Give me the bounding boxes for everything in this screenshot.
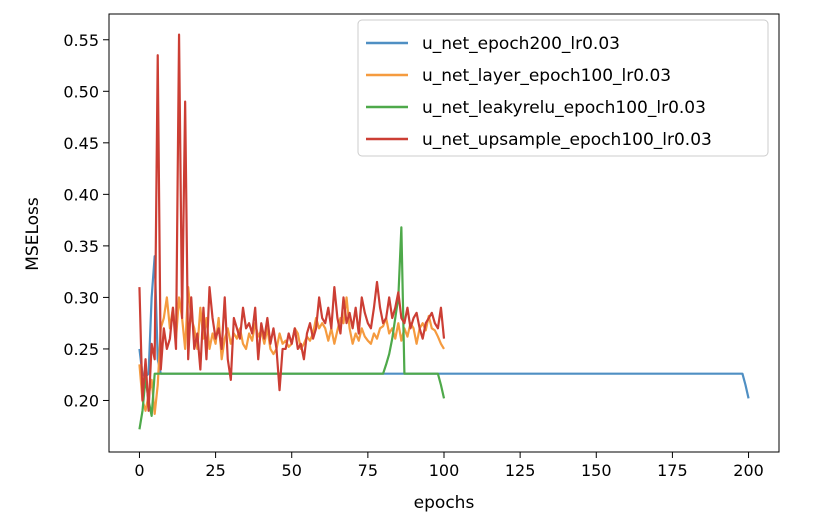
x-axis-ticks: 0 25 50 75 100 125 150 175 200 bbox=[134, 452, 764, 480]
legend-box bbox=[357, 19, 769, 157]
y-axis-ticks: 0.20 0.25 0.30 0.35 0.40 0.45 0.50 0.55 bbox=[63, 31, 109, 410]
plot-lines bbox=[138, 33, 750, 430]
legend-label-2: u_net_leakyrelu_epoch100_lr0.03 bbox=[422, 98, 706, 118]
x-tick-label: 100 bbox=[429, 461, 460, 480]
x-tick-label: 75 bbox=[358, 461, 378, 480]
legend-label-1: u_net_layer_epoch100_lr0.03 bbox=[422, 66, 671, 86]
y-tick-label: 0.55 bbox=[63, 31, 99, 50]
y-tick-label: 0.40 bbox=[63, 185, 99, 204]
x-tick-label: 25 bbox=[205, 461, 225, 480]
legend: u_net_epoch200_lr0.03 u_net_layer_epoch10… bbox=[357, 19, 769, 157]
x-axis-label: epochs bbox=[414, 493, 475, 513]
x-tick-label: 200 bbox=[733, 461, 764, 480]
y-tick-label: 0.20 bbox=[63, 391, 99, 410]
series-line-2 bbox=[138, 226, 446, 430]
x-tick-label: 50 bbox=[282, 461, 302, 480]
y-axis-label: MSELoss bbox=[23, 197, 43, 271]
series-line-1 bbox=[138, 286, 445, 415]
x-tick-label: 125 bbox=[505, 461, 536, 480]
x-tick-label: 175 bbox=[657, 461, 688, 480]
plot-area-frame bbox=[108, 13, 780, 453]
legend-label-0: u_net_epoch200_lr0.03 bbox=[422, 34, 620, 54]
y-tick-label: 0.45 bbox=[63, 134, 99, 153]
y-tick-label: 0.50 bbox=[63, 82, 99, 101]
x-tick-label: 0 bbox=[134, 461, 144, 480]
legend-label-3: u_net_upsample_epoch100_lr0.03 bbox=[422, 130, 712, 150]
x-tick-label: 150 bbox=[581, 461, 612, 480]
series-line-3 bbox=[138, 33, 446, 412]
y-tick-label: 0.25 bbox=[63, 340, 99, 359]
y-tick-label: 0.35 bbox=[63, 237, 99, 256]
y-tick-label: 0.30 bbox=[63, 288, 99, 307]
